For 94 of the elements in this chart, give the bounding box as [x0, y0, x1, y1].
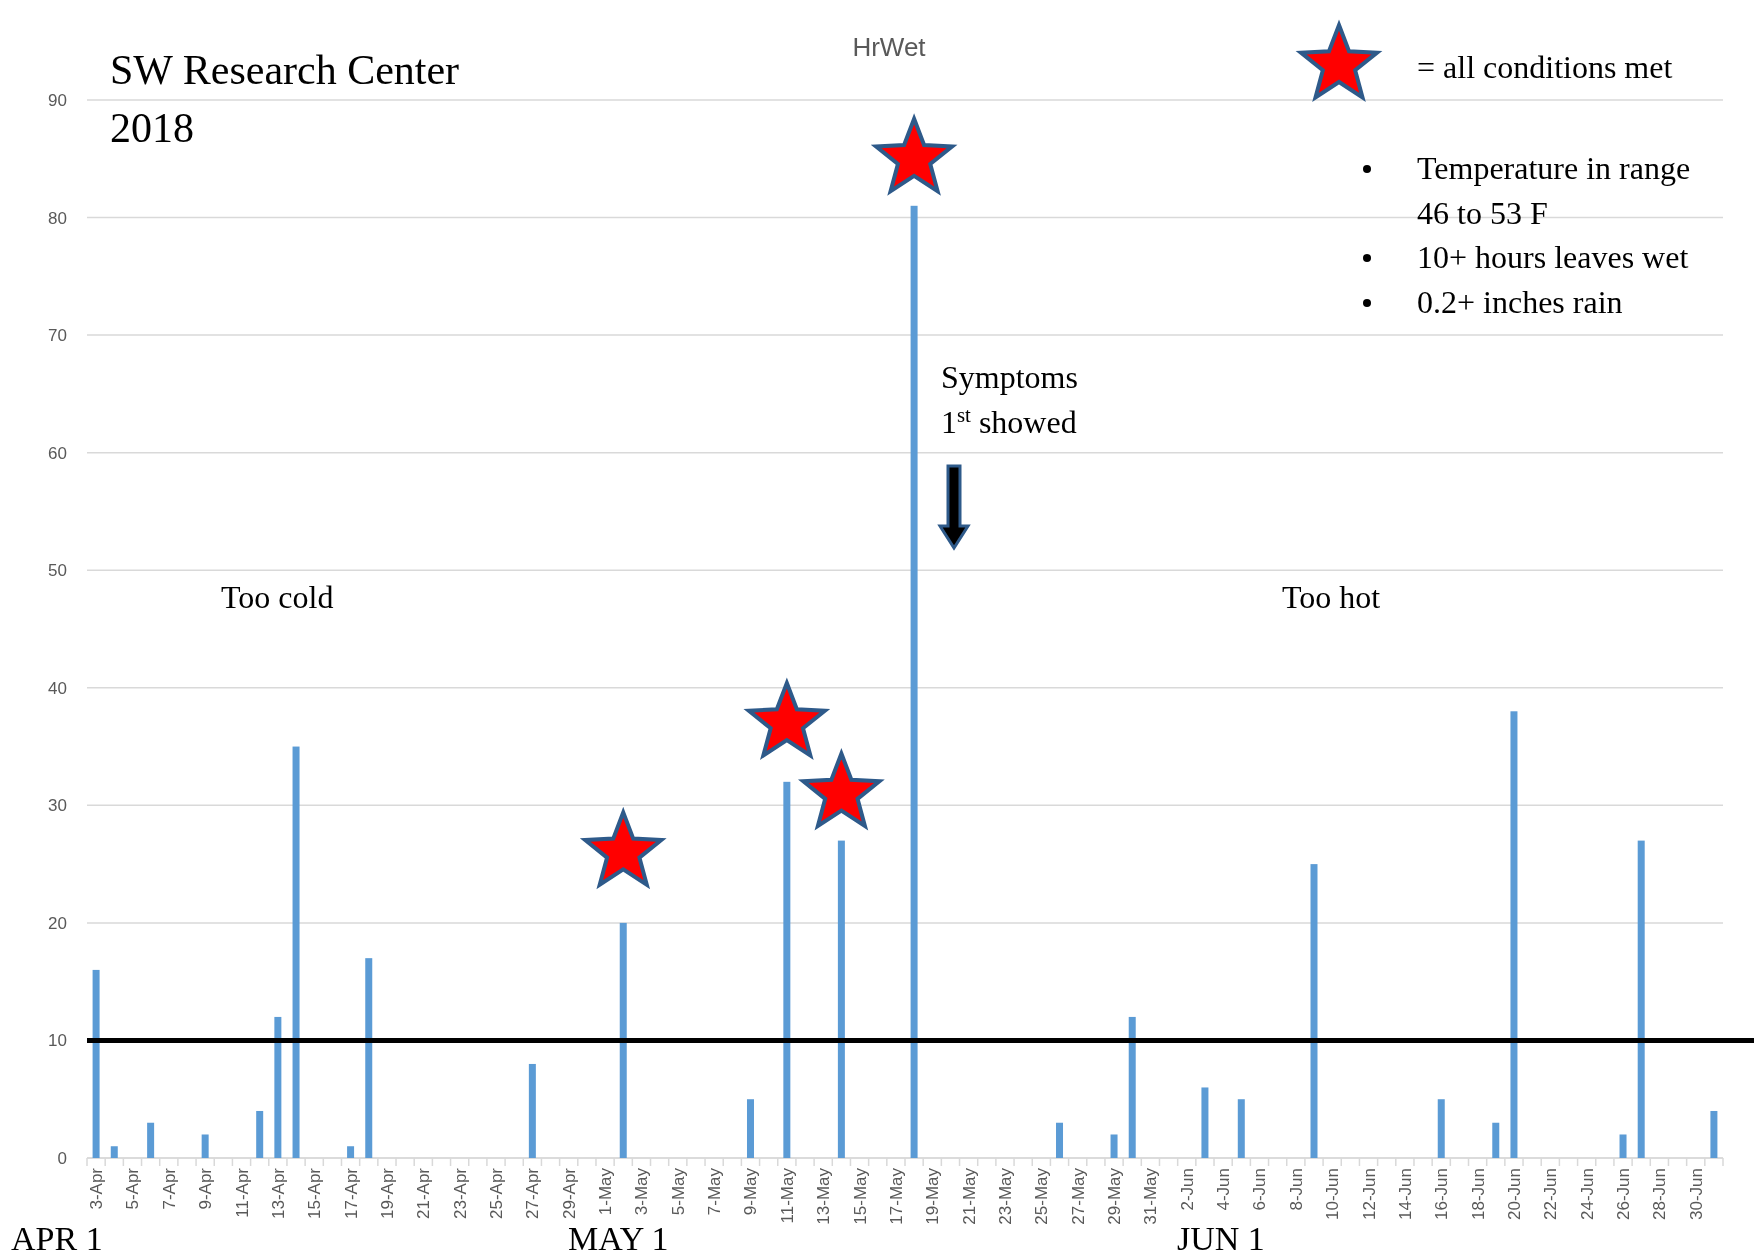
annotation: Too hot [1282, 579, 1381, 615]
y-tick-label: 30 [48, 796, 67, 816]
x-tick-label: 15-Apr [305, 1167, 325, 1220]
x-tick-label: 28-Jun [1650, 1168, 1670, 1220]
y-tick-label: 20 [48, 913, 67, 933]
x-tick-label: 17-May [886, 1167, 906, 1225]
x-tick-label: 26-Jun [1614, 1168, 1634, 1220]
bar [201, 1134, 209, 1158]
x-tick-label: 1-May [596, 1167, 616, 1216]
bar [1437, 1099, 1445, 1158]
x-tick-label: 22-Jun [1541, 1168, 1561, 1220]
x-tick-label: 6-Jun [1250, 1168, 1270, 1211]
y-tick-label: 70 [48, 326, 67, 346]
x-tick-label: 31-May [1141, 1167, 1161, 1225]
x-tick-label: 19-May [923, 1167, 943, 1225]
y-tick-label: 0 [57, 1148, 67, 1168]
x-tick-label: 21-May [959, 1167, 979, 1225]
x-tick-label: 10-Jun [1323, 1168, 1343, 1220]
x-tick-label: 25-May [1032, 1167, 1052, 1225]
chart-title: HrWet [852, 32, 927, 62]
x-tick-label: 9-Apr [196, 1167, 216, 1210]
x-tick-label: 2-Jun [1177, 1168, 1197, 1211]
x-tick-label: 7-May [705, 1167, 725, 1216]
bar [837, 840, 845, 1158]
x-tick-label: 3-Apr [87, 1167, 107, 1210]
bar [1710, 1110, 1718, 1158]
bar [292, 746, 300, 1158]
annotation: 0.2+ inches rain [1417, 284, 1623, 320]
x-tick-label: 20-Jun [1504, 1168, 1524, 1220]
bar [274, 1016, 282, 1158]
bar [147, 1122, 155, 1158]
y-tick-label: 80 [48, 208, 67, 228]
x-tick-label: 4-Jun [1214, 1168, 1234, 1211]
text: MAY 1 [568, 1220, 669, 1255]
bar [1237, 1099, 1245, 1158]
bar [347, 1146, 355, 1158]
annotation: 10+ hours leaves wet [1417, 239, 1689, 275]
x-tick-label: 13-May [814, 1167, 834, 1225]
x-tick-label: 7-Apr [159, 1167, 179, 1210]
y-tick-label: 10 [48, 1031, 67, 1051]
x-tick-label: 23-Apr [450, 1167, 470, 1220]
annotation: SW Research Center 2018 [110, 47, 460, 151]
x-tick-label: 5-Apr [123, 1167, 143, 1210]
annotation: Temperature in range 46 to 53 F [1417, 150, 1691, 231]
x-tick-label: 9-May [741, 1167, 761, 1216]
annotation: Symptoms 1$^{st}$ showed [941, 359, 1078, 440]
bar [92, 969, 100, 1158]
x-tick-label: 15-May [850, 1167, 870, 1225]
bar [1201, 1087, 1209, 1158]
x-tick-label: 27-Apr [523, 1167, 543, 1220]
text: JUN 1 [1177, 1220, 1265, 1255]
y-tick-label: 60 [48, 443, 67, 463]
bar [746, 1099, 754, 1158]
text: APR 1 [11, 1220, 103, 1255]
x-tick-label: 29-Apr [559, 1167, 579, 1220]
x-tick-label: 11-May [777, 1167, 797, 1224]
bar [783, 781, 791, 1158]
bar [1637, 840, 1645, 1158]
bar [1510, 711, 1518, 1158]
bar [256, 1110, 264, 1158]
bar [1110, 1134, 1118, 1158]
x-tick-label: 16-Jun [1432, 1168, 1452, 1220]
x-tick-label: 3-May [632, 1167, 652, 1216]
legend-label: = all conditions met [1417, 49, 1673, 85]
y-tick-label: 40 [48, 678, 67, 698]
bar [528, 1063, 536, 1158]
x-tick-label: 11-Apr [232, 1167, 252, 1218]
bar [1310, 864, 1318, 1158]
bar [1492, 1122, 1500, 1158]
x-tick-label: 19-Apr [377, 1167, 397, 1220]
x-tick-label: 25-Apr [487, 1167, 506, 1220]
x-tick-label: 23-May [995, 1167, 1015, 1225]
y-tick-label: 90 [48, 90, 67, 110]
bar [910, 205, 918, 1158]
x-tick-label: 12-Jun [1359, 1168, 1379, 1220]
bar [1056, 1122, 1064, 1158]
x-tick-label: 24-Jun [1577, 1168, 1597, 1220]
x-tick-label: 30-Jun [1686, 1168, 1706, 1220]
bar [365, 958, 373, 1158]
x-tick-label: 29-May [1105, 1167, 1125, 1225]
x-tick-label: 21-Apr [414, 1167, 434, 1220]
bar [619, 922, 627, 1158]
x-tick-label: 27-May [1068, 1167, 1088, 1225]
x-tick-label: 17-Apr [341, 1167, 361, 1220]
bar [1128, 1016, 1136, 1158]
x-tick-label: 14-Jun [1395, 1168, 1415, 1220]
x-tick-label: 13-Apr [268, 1167, 288, 1220]
annotation: Too cold [221, 579, 334, 615]
y-tick-label: 50 [48, 561, 67, 581]
x-tick-label: 5-May [668, 1167, 688, 1216]
x-tick-label: 8-Jun [1286, 1168, 1306, 1211]
bar [1619, 1134, 1627, 1158]
bar [110, 1146, 118, 1158]
x-tick-label: 18-Jun [1468, 1168, 1488, 1220]
